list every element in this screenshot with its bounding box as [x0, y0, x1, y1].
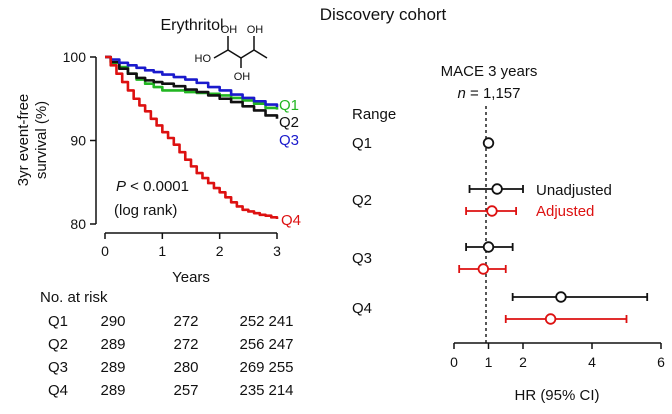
forest-legend-unadjusted: Unadjusted	[536, 182, 612, 199]
km-xlabel: Years	[172, 269, 210, 286]
at-risk-table: No. at risk Q1 290 272 252 241 Q2 289 272 256 247…	[40, 289, 294, 399]
erythritol-structure	[213, 36, 268, 68]
forest-point-q4-unadjusted	[555, 291, 567, 303]
at-risk-cell: 272	[173, 336, 198, 353]
km-xtick-label: 3	[273, 243, 281, 259]
at-risk-cell: 289	[100, 336, 125, 353]
km-ytick-label: 90	[70, 133, 86, 149]
forest-n-symbol: n	[458, 85, 466, 102]
at-risk-cell: 214	[268, 382, 293, 399]
p-symbol: P	[116, 178, 126, 195]
forest-xtick-label: 1	[485, 354, 493, 370]
structure-label-oh-3: OH	[234, 71, 251, 83]
at-risk-cell: 235	[239, 382, 264, 399]
km-legend-q1: Q1	[279, 97, 299, 114]
at-risk-cell: 272	[173, 313, 198, 330]
forest-point-q3-unadjusted	[482, 241, 495, 253]
forest-panel: MACE 3 years n = 1,157 Range 0 1 2 4 6 Q1 Q2 Q…	[352, 63, 665, 404]
forest-point-q2-adjusted	[486, 205, 498, 217]
forest-group-label-q1: Q1	[352, 135, 372, 152]
km-curve-q4	[105, 55, 279, 219]
at-risk-cell: 252	[239, 313, 264, 330]
forest-xtick-label: 2	[519, 354, 527, 370]
forest-n-value: = 1,157	[466, 85, 521, 102]
km-legend-q4: Q4	[281, 212, 301, 229]
at-risk-row-label: Q1	[48, 313, 68, 330]
structure-label-ho: HO	[195, 53, 212, 65]
km-ylabel-line1: 3yr event-free	[15, 94, 32, 187]
structure-label-oh-1: OH	[221, 24, 238, 36]
p-value: < 0.0001	[126, 178, 189, 195]
forest-group-label-q3: Q3	[352, 250, 372, 267]
structure-label-oh-2: OH	[247, 24, 264, 36]
forest-legend-adjusted: Adjusted	[536, 203, 594, 220]
at-risk-cell: 289	[100, 382, 125, 399]
forest-xtick-label: 4	[588, 354, 596, 370]
p-value-annotation: P < 0.0001	[116, 178, 189, 195]
forest-range-label: Range	[352, 106, 396, 123]
km-panel: Erythritol OH OH HO OH 3yr event-free su…	[15, 17, 301, 286]
km-curve-q2	[105, 55, 279, 119]
forest-xtick-label: 0	[450, 354, 458, 370]
forest-point-q3-adjusted	[477, 263, 490, 275]
at-risk-cell: 256	[239, 336, 264, 353]
forest-xtick-label: 6	[657, 354, 665, 370]
km-legend-q2: Q2	[279, 114, 299, 131]
forest-n: n = 1,157	[458, 85, 521, 102]
forest-point-q4-adjusted	[544, 313, 557, 325]
forest-group-label-q4: Q4	[352, 300, 372, 317]
km-ytick-label: 80	[70, 216, 86, 232]
at-risk-cell: 289	[100, 359, 125, 376]
at-risk-cell: 247	[268, 336, 293, 353]
at-risk-cell: 269	[239, 359, 264, 376]
at-risk-cell: 255	[268, 359, 293, 376]
at-risk-cell: 280	[173, 359, 198, 376]
at-risk-cell: 257	[173, 382, 198, 399]
km-curve-q3	[105, 55, 279, 108]
km-xtick-label: 1	[158, 243, 166, 259]
at-risk-row-label: Q3	[48, 359, 68, 376]
km-title: Erythritol	[160, 17, 223, 34]
forest-xlabel: HR (95% CI)	[514, 387, 599, 404]
at-risk-title: No. at risk	[40, 289, 108, 306]
log-rank-annotation: (log rank)	[114, 202, 177, 219]
at-risk-cell: 290	[100, 313, 125, 330]
km-xtick-label: 0	[101, 243, 109, 259]
km-ylabel-line2: survival (%)	[33, 101, 50, 179]
km-legend-q3: Q3	[279, 132, 299, 149]
km-xtick-label: 2	[216, 243, 224, 259]
forest-point-q2-unadjusted	[491, 183, 503, 195]
at-risk-cell: 241	[268, 313, 293, 330]
km-ytick-label: 100	[63, 49, 87, 65]
at-risk-row-label: Q4	[48, 382, 68, 399]
forest-point-q1-reference	[482, 137, 495, 149]
forest-group-label-q2: Q2	[352, 192, 372, 209]
at-risk-row-label: Q2	[48, 336, 68, 353]
forest-title: MACE 3 years	[441, 63, 538, 80]
figure-title: Discovery cohort	[320, 5, 447, 24]
